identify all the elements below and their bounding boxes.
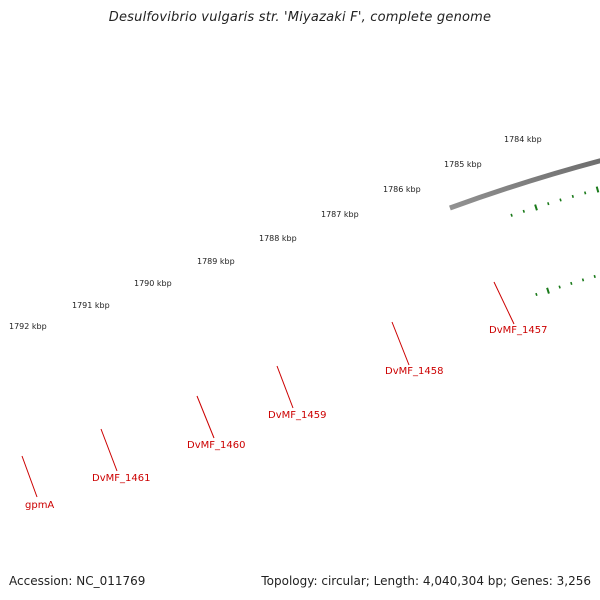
leader-line xyxy=(21,455,38,498)
scale-tick xyxy=(570,281,573,285)
scale-tick xyxy=(535,292,538,297)
gene-label: DvMF_1459 xyxy=(268,410,326,421)
inner-tick xyxy=(510,213,513,217)
leader-line xyxy=(196,395,215,439)
scale-label: 1787 kbp xyxy=(321,210,359,219)
inner-tick xyxy=(595,186,600,193)
inner-tick xyxy=(547,202,550,206)
scale-label: 1792 kbp xyxy=(9,322,47,331)
inner-tick xyxy=(584,191,587,195)
scale-labels: 1784 kbp 1785 kbp 1786 kbp 1787 kbp 1788 kbp… xyxy=(9,135,542,331)
scale-label: 1790 kbp xyxy=(134,279,172,288)
inner-tick xyxy=(534,204,538,211)
leader-line xyxy=(276,365,294,409)
gene-label: DvMF_1460 xyxy=(187,440,245,451)
scale-label: 1789 kbp xyxy=(197,257,235,266)
gene-label: gpmA xyxy=(25,500,54,511)
leader-line xyxy=(391,321,410,366)
gene-label: DvMF_1458 xyxy=(385,366,443,377)
scale-tick xyxy=(558,285,561,289)
scale-ticks xyxy=(510,186,600,297)
inner-tick xyxy=(571,194,574,198)
gene-labels: DvMF_1457 DvMF_1458 DvMF_1459 DvMF_1460 DvMF… xyxy=(25,325,547,511)
scale-label: 1791 kbp xyxy=(72,301,110,310)
genome-summary: Topology: circular; Length: 4,040,304 bp… xyxy=(261,574,591,588)
gene-label: DvMF_1461 xyxy=(92,473,150,484)
inner-tick xyxy=(522,209,525,213)
scale-label: 1784 kbp xyxy=(504,135,542,144)
leader-line xyxy=(100,428,118,472)
scale-tick xyxy=(546,287,550,294)
map-title: Desulfovibrio vulgaris str. 'Miyazaki F'… xyxy=(108,10,492,25)
scale-label: 1788 kbp xyxy=(259,234,297,243)
accession-label: Accession: NC_011769 xyxy=(9,574,146,588)
scale-tick xyxy=(581,278,585,282)
gene-label: DvMF_1457 xyxy=(489,325,547,336)
label-leaders xyxy=(21,281,515,498)
leader-line xyxy=(493,281,515,325)
scale-label: 1785 kbp xyxy=(444,160,482,169)
scale-tick xyxy=(593,274,596,279)
scale-label: 1786 kbp xyxy=(383,185,421,194)
inner-tick xyxy=(559,198,562,202)
